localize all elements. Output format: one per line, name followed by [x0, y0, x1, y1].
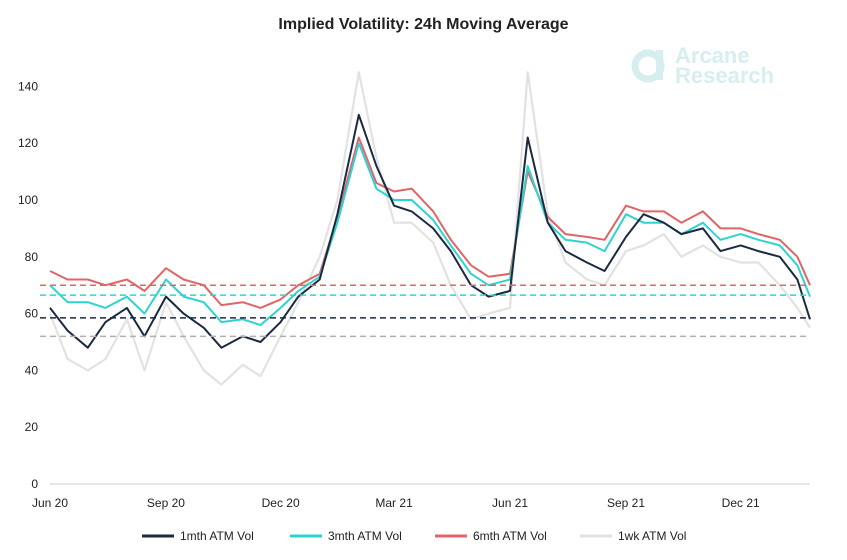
- x-axis-ticks: Jun 20 Sep 20 Dec 20 Mar 21 Jun 21 Sep 21 Dec …: [32, 496, 760, 510]
- legend-label: 3mth ATM Vol: [328, 529, 402, 543]
- x-tick-label: Dec 21: [722, 496, 760, 510]
- series-line-6mth-atm-vol: [49, 136, 811, 309]
- legend: 1mth ATM Vol 3mth ATM Vol 6mth ATM Vol 1wk …: [142, 529, 686, 543]
- y-tick-label: 80: [25, 250, 39, 264]
- x-tick-label: Jun 20: [32, 496, 68, 510]
- y-axis-ticks: 0 20 40 60 80 100 120 140: [18, 79, 38, 491]
- x-tick-label: Sep 20: [147, 496, 185, 510]
- legend-label: 1wk ATM Vol: [618, 529, 686, 543]
- x-tick-label: Mar 21: [375, 496, 413, 510]
- legend-label: 1mth ATM Vol: [180, 529, 254, 543]
- logo-text-line2: Research: [675, 63, 774, 88]
- legend-label: 6mth ATM Vol: [473, 529, 547, 543]
- series-line-1mth-atm-vol: [49, 113, 811, 349]
- chart-title: Implied Volatility: 24h Moving Average: [278, 16, 569, 33]
- logo-mark-bar: [656, 50, 663, 80]
- y-tick-label: 20: [25, 420, 39, 434]
- y-tick-label: 60: [25, 307, 39, 321]
- logo-text-line1: Arcane: [675, 43, 750, 68]
- y-tick-label: 100: [18, 193, 38, 207]
- x-tick-label: Dec 20: [262, 496, 300, 510]
- y-tick-label: 0: [31, 477, 38, 491]
- y-tick-label: 120: [18, 136, 38, 150]
- reference-lines: [40, 284, 810, 338]
- x-tick-label: Jun 21: [492, 496, 528, 510]
- series-line-1wk-atm-vol: [48, 71, 811, 386]
- arcane-research-logo: Arcane Research: [631, 43, 774, 88]
- x-tick-label: Sep 21: [607, 496, 645, 510]
- series-line-3mth-atm-vol: [49, 142, 811, 326]
- y-tick-label: 140: [18, 79, 38, 93]
- series-lines: [48, 71, 811, 386]
- y-tick-label: 40: [25, 363, 39, 377]
